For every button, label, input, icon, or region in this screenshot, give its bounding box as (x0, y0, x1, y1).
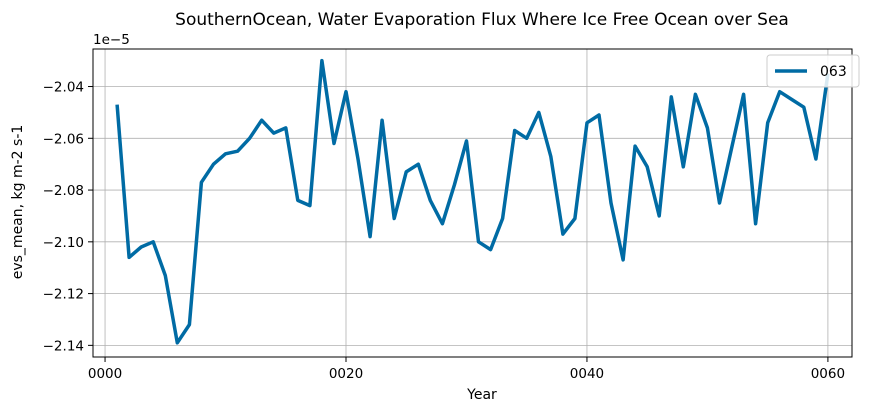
y-tick-label: −2.10 (43, 235, 84, 251)
x-tick-label: 0060 (811, 366, 845, 382)
plot-frame (92, 48, 853, 358)
grid-lines (93, 49, 852, 357)
x-tick-label: 0040 (570, 366, 604, 382)
y-axis-label: evs_mean, kg m-2 s-1 (10, 125, 26, 280)
legend-entry-label: 063 (820, 64, 847, 80)
series-layer (115, 58, 830, 345)
chart-title: SouthernOcean, Water Evaporation Flux Wh… (175, 10, 789, 30)
x-axis-ticks: 0000 0020 0040 0060 (88, 357, 845, 382)
x-tick-label: 0020 (329, 366, 363, 382)
y-tick-label: −2.06 (43, 131, 84, 147)
y-tick-label: −2.04 (43, 80, 84, 96)
y-axis-ticks: −2.14 −2.12 −2.10 −2.08 −2.06 −2.04 (43, 80, 93, 354)
legend: 063 (766, 54, 860, 88)
y-tick-label: −2.14 (43, 338, 84, 354)
x-tick-label: 0000 (88, 366, 122, 382)
series-line-063 (115, 58, 830, 345)
y-tick-label: −2.12 (43, 287, 84, 303)
x-axis-label: Year (466, 387, 497, 403)
y-axis-offset-label: 1e−5 (93, 32, 130, 48)
y-tick-label: −2.08 (43, 183, 84, 199)
legend-box (766, 54, 860, 88)
